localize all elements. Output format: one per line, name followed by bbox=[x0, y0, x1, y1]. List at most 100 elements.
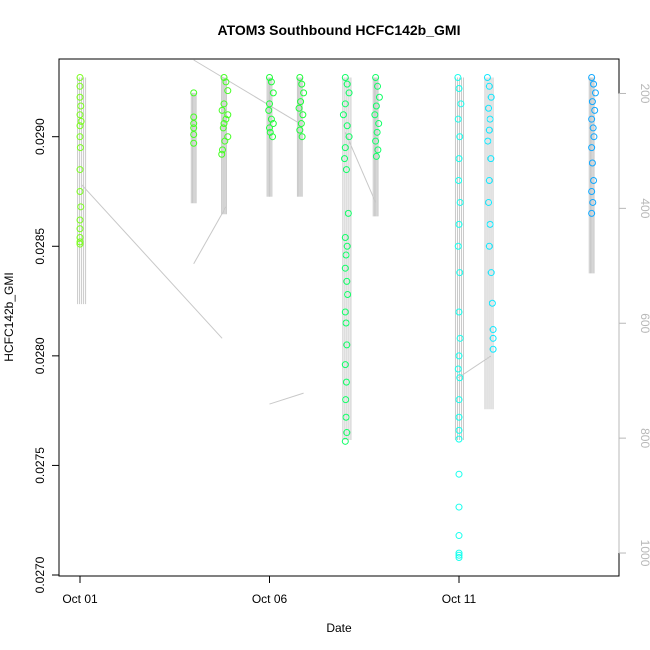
data-point bbox=[344, 290, 352, 298]
data-point bbox=[220, 74, 228, 82]
x-tick-label: Oct 11 bbox=[442, 592, 477, 606]
data-point bbox=[341, 361, 349, 369]
trace-connector bbox=[457, 355, 492, 379]
data-point bbox=[297, 98, 305, 106]
data-point bbox=[455, 308, 463, 316]
data-point bbox=[220, 100, 228, 108]
chart-title: ATOM3 Southbound HCFC142b_GMI bbox=[218, 22, 461, 38]
y-axis-right: 200 400 600 800 1000 bbox=[618, 83, 650, 567]
data-point bbox=[267, 78, 275, 86]
data-point bbox=[342, 251, 350, 259]
data-point bbox=[76, 93, 84, 101]
data-point bbox=[591, 89, 599, 97]
data-point bbox=[266, 74, 273, 82]
data-point bbox=[77, 117, 85, 125]
data-point bbox=[456, 269, 464, 277]
data-point bbox=[588, 187, 596, 195]
data-point bbox=[588, 209, 596, 217]
data-point bbox=[372, 152, 380, 160]
data-point bbox=[265, 106, 273, 114]
data-point bbox=[190, 113, 198, 121]
data-point bbox=[266, 124, 273, 132]
data-point bbox=[190, 120, 198, 128]
data-point bbox=[590, 80, 598, 88]
data-point bbox=[372, 137, 380, 145]
data-point bbox=[190, 131, 198, 139]
data-point bbox=[219, 124, 227, 132]
data-point bbox=[589, 198, 597, 206]
data-point bbox=[588, 74, 596, 82]
data-point bbox=[455, 553, 463, 561]
data-point bbox=[190, 124, 198, 132]
data-point bbox=[76, 234, 84, 242]
data-point bbox=[218, 106, 226, 114]
data-point bbox=[298, 80, 306, 88]
data-point bbox=[76, 240, 84, 248]
data-point bbox=[454, 242, 462, 250]
data-point bbox=[76, 225, 84, 233]
data-point bbox=[485, 82, 493, 90]
data-point bbox=[76, 82, 84, 90]
data-point bbox=[342, 378, 350, 386]
data-point bbox=[485, 177, 493, 185]
data-point bbox=[485, 126, 493, 134]
y-tick-label: 0.0290 bbox=[33, 118, 47, 155]
data-point bbox=[455, 84, 463, 92]
y-tick-label: 0.0275 bbox=[33, 447, 47, 484]
x-axis: Oct 01 Oct 06 Oct 11 bbox=[62, 575, 477, 606]
data-point bbox=[375, 93, 383, 101]
data-point bbox=[456, 198, 464, 206]
data-point bbox=[295, 104, 303, 112]
data-point bbox=[296, 74, 304, 82]
data-point bbox=[456, 334, 464, 342]
data-point bbox=[221, 137, 229, 145]
data-point bbox=[455, 352, 463, 360]
data-point bbox=[588, 115, 596, 123]
data-point bbox=[343, 80, 351, 88]
data-point bbox=[269, 120, 277, 128]
data-point bbox=[224, 87, 232, 95]
data-point bbox=[487, 155, 495, 163]
y-tick-label: 0.0270 bbox=[33, 556, 47, 593]
data-point bbox=[76, 187, 84, 195]
data-point bbox=[341, 264, 349, 272]
data-point bbox=[486, 115, 494, 123]
data-point bbox=[489, 326, 497, 334]
data-point bbox=[220, 120, 228, 128]
data-point bbox=[341, 437, 349, 445]
data-point bbox=[371, 111, 379, 119]
x-tick-label: Oct 06 bbox=[252, 592, 288, 606]
data-point bbox=[591, 106, 599, 114]
data-point bbox=[455, 220, 463, 228]
data-point bbox=[296, 126, 304, 134]
data-point bbox=[455, 177, 463, 185]
data-point bbox=[455, 413, 463, 421]
data-point bbox=[224, 111, 232, 119]
data-point bbox=[374, 82, 382, 90]
data-point bbox=[76, 166, 84, 174]
data-point bbox=[343, 341, 351, 349]
data-point bbox=[341, 308, 349, 316]
data-point bbox=[297, 120, 305, 128]
data-point bbox=[455, 503, 463, 511]
y-tick-label: 0.0280 bbox=[33, 337, 47, 374]
right-tick-label: 800 bbox=[638, 428, 650, 448]
x-tick-label: Oct 01 bbox=[62, 592, 98, 606]
data-point bbox=[483, 74, 491, 82]
data-point bbox=[343, 429, 351, 437]
data-point bbox=[455, 426, 463, 434]
data-point bbox=[342, 396, 350, 404]
profile-traces bbox=[77, 59, 595, 440]
data-point bbox=[455, 470, 463, 478]
y-axis-title: HCFC142b_GMI bbox=[2, 272, 16, 361]
data-point bbox=[343, 242, 351, 250]
data-point bbox=[218, 150, 226, 158]
data-point bbox=[266, 100, 273, 108]
data-point bbox=[342, 319, 350, 327]
data-point bbox=[76, 111, 84, 119]
data-point bbox=[339, 111, 347, 119]
data-point bbox=[455, 396, 463, 404]
data-point bbox=[374, 146, 382, 154]
data-point bbox=[298, 133, 306, 141]
